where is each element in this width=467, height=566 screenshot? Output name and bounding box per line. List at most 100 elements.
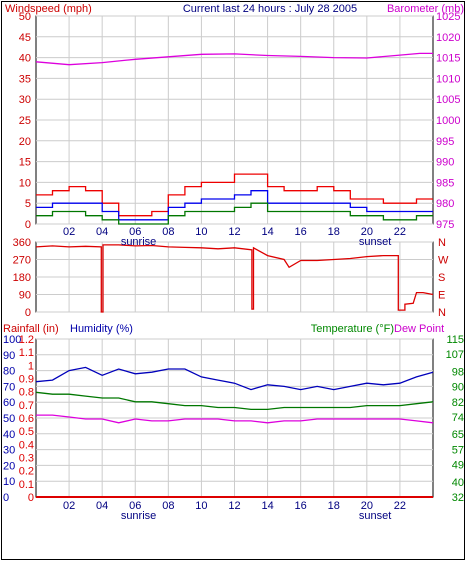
humidity-temp-series bbox=[35, 366, 434, 498]
x-tick-label: 04 bbox=[96, 226, 108, 238]
temperature-tick-label: 74 bbox=[452, 412, 464, 424]
barometer-tick-label: 1015 bbox=[436, 53, 460, 65]
rainfall-tick-label: 0 bbox=[28, 492, 34, 504]
temperature-tick-label: 98 bbox=[452, 366, 464, 378]
x-tick-label: 14 bbox=[261, 226, 273, 238]
temperature-axis-label: Temperature (°F) bbox=[311, 323, 394, 335]
x-tick-label: 18 bbox=[328, 500, 340, 512]
x-tick-label: 16 bbox=[295, 500, 307, 512]
rainfall-tick-label: 0.6 bbox=[19, 413, 34, 425]
chart-title: Current last 24 hours : July 28 2005 bbox=[183, 3, 357, 15]
rainfall-tick-label: 1.1 bbox=[19, 347, 34, 359]
compass-tick-label: N bbox=[438, 237, 446, 249]
barometer-axis-label: Barometer (mb) bbox=[387, 3, 464, 15]
x-tick-label: 14 bbox=[261, 500, 273, 512]
x-tick-label: 10 bbox=[195, 226, 207, 238]
temperature-tick-label: 90 bbox=[452, 382, 464, 394]
rainfall-tick-label: 0.3 bbox=[19, 453, 34, 465]
direction-series bbox=[35, 244, 434, 313]
temperature-tick-label: 65 bbox=[452, 429, 464, 441]
wind-baro-series bbox=[35, 52, 433, 225]
rainfall-tick-label: 1 bbox=[28, 360, 34, 372]
series-dew-point bbox=[36, 414, 434, 424]
humidity-tick-label: 50 bbox=[3, 413, 15, 425]
temperature-tick-label: 32 bbox=[452, 492, 464, 504]
direction-tick-label: 0 bbox=[25, 307, 31, 319]
windspeed-tick-label: 5 bbox=[25, 198, 31, 210]
x-tick-label: 02 bbox=[63, 226, 75, 238]
compass-tick-label: W bbox=[438, 255, 449, 267]
rainfall-tick-label: 0.4 bbox=[19, 439, 34, 451]
barometer-tick-label: 1025 bbox=[436, 11, 460, 23]
windspeed-tick-label: 40 bbox=[19, 53, 31, 65]
windspeed-tick-label: 10 bbox=[19, 177, 31, 189]
series-barometer bbox=[35, 52, 433, 66]
direction-tick-label: 270 bbox=[13, 255, 31, 267]
x-tick-label: 18 bbox=[328, 226, 340, 238]
windspeed-axis-label: Windspeed (mph) bbox=[5, 3, 92, 15]
rainfall-tick-label: 0.7 bbox=[19, 400, 34, 412]
rainfall-tick-label: 0.9 bbox=[19, 374, 34, 386]
series-temperature bbox=[35, 391, 434, 411]
humidity-tick-label: 20 bbox=[3, 460, 15, 472]
temperature-tick-label: 107 bbox=[446, 349, 464, 361]
windspeed-tick-label: 35 bbox=[19, 73, 31, 85]
humidity-tick-label: 60 bbox=[3, 397, 15, 409]
windspeed-tick-label: 15 bbox=[19, 157, 31, 169]
windspeed-tick-label: 20 bbox=[19, 136, 31, 148]
sun-annotation: sunset bbox=[359, 510, 391, 522]
dewpoint-axis-label: Dew Point bbox=[394, 323, 444, 335]
rainfall-axis-label: Rainfall (in) bbox=[3, 323, 59, 335]
compass-tick-label: S bbox=[438, 272, 445, 284]
direction-tick-label: 180 bbox=[13, 272, 31, 284]
windspeed-tick-label: 30 bbox=[19, 94, 31, 106]
x-tick-label: 02 bbox=[63, 500, 75, 512]
x-tick-label: 12 bbox=[228, 226, 240, 238]
barometer-tick-label: 1000 bbox=[436, 115, 460, 127]
x-tick-label: 12 bbox=[228, 500, 240, 512]
windspeed-tick-label: 0 bbox=[25, 219, 31, 231]
humidity-tick-label: 100 bbox=[3, 334, 21, 346]
humidity-axis-label: Humidity (%) bbox=[70, 323, 133, 335]
temperature-tick-label: 49 bbox=[452, 460, 464, 472]
humidity-tick-label: 80 bbox=[3, 366, 15, 378]
rainfall-tick-label: 0.8 bbox=[19, 387, 34, 399]
windspeed-tick-label: 25 bbox=[19, 115, 31, 127]
sun-annotation: sunrise bbox=[121, 510, 156, 522]
series-average bbox=[36, 190, 433, 221]
rainfall-tick-label: 0.5 bbox=[19, 426, 34, 438]
series-wind-direction bbox=[35, 244, 434, 313]
x-tick-label: 06 bbox=[129, 226, 141, 238]
wind-baro-grid bbox=[36, 15, 433, 225]
x-tick-label: 16 bbox=[295, 226, 307, 238]
x-tick-label: 08 bbox=[162, 226, 174, 238]
x-tick-label: 08 bbox=[162, 500, 174, 512]
direction-tick-label: 360 bbox=[13, 237, 31, 249]
windspeed-tick-label: 45 bbox=[19, 32, 31, 44]
temperature-tick-label: 40 bbox=[452, 477, 464, 489]
x-tick-label: 04 bbox=[96, 500, 108, 512]
sun-annotation: sunrise bbox=[121, 236, 156, 248]
temperature-tick-label: 115 bbox=[446, 334, 464, 346]
rainfall-tick-label: 0.2 bbox=[19, 466, 34, 478]
series-humidity bbox=[35, 366, 434, 391]
sun-annotation: sunset bbox=[359, 236, 391, 248]
direction-tick-label: 90 bbox=[19, 290, 31, 302]
barometer-tick-label: 1020 bbox=[436, 32, 460, 44]
series-gust bbox=[36, 173, 433, 217]
humidity-tick-label: 10 bbox=[3, 476, 15, 488]
x-tick-label: 10 bbox=[195, 500, 207, 512]
windspeed-tick-label: 50 bbox=[19, 11, 31, 23]
barometer-tick-label: 985 bbox=[436, 177, 454, 189]
barometer-tick-label: 1005 bbox=[436, 94, 460, 106]
x-tick-label: 22 bbox=[394, 500, 406, 512]
humidity-tick-label: 0 bbox=[3, 492, 9, 504]
rainfall-tick-label: 1.2 bbox=[19, 334, 34, 346]
series-low bbox=[36, 202, 433, 225]
humidity-tick-label: 30 bbox=[3, 445, 15, 457]
barometer-tick-label: 990 bbox=[436, 157, 454, 169]
x-tick-label: 22 bbox=[394, 226, 406, 238]
